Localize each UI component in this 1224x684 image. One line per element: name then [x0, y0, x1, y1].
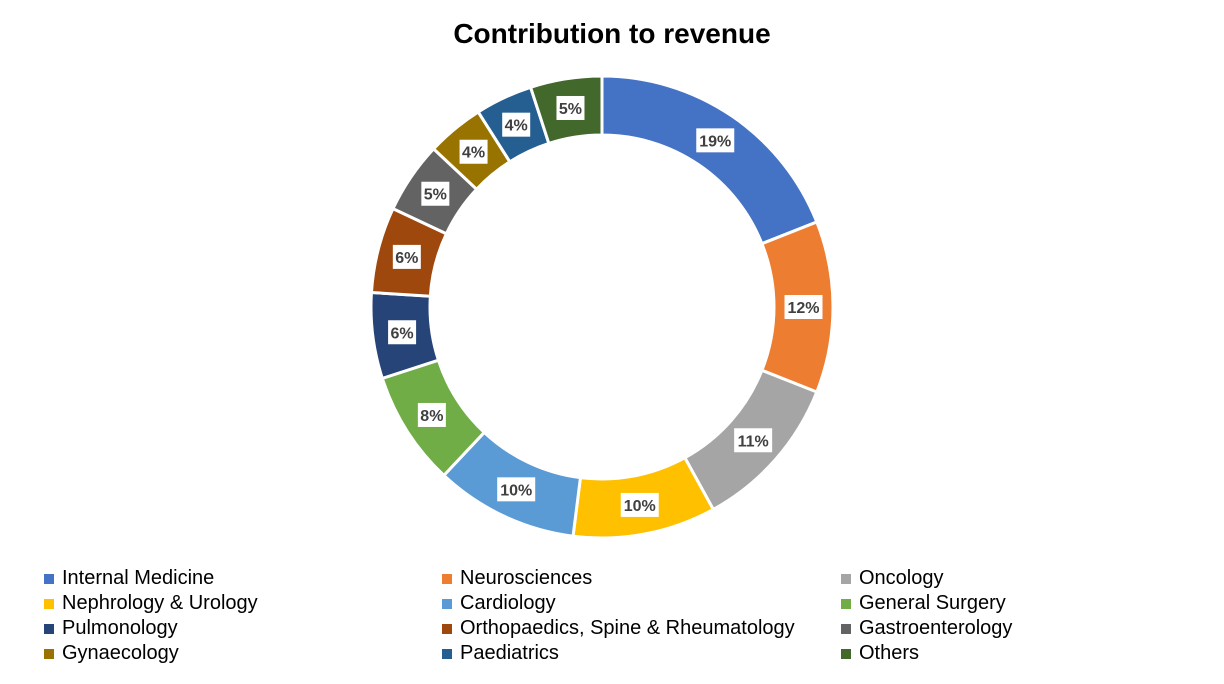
data-label-box: [696, 128, 735, 153]
data-label-box: [556, 95, 585, 120]
data-label: 10%: [624, 498, 656, 515]
legend-swatch: [44, 573, 54, 584]
data-label-box: [417, 402, 446, 427]
legend-item: General Surgery: [841, 591, 1006, 616]
data-label-box: [421, 181, 450, 206]
legend-label: Oncology: [859, 567, 944, 589]
donut-slice: [600, 74, 819, 246]
legend-item: Paediatrics: [442, 641, 559, 666]
data-label: 5%: [559, 101, 582, 118]
legend-label: Neurosciences: [460, 567, 593, 589]
legend-swatch: [841, 573, 851, 584]
chart-title: Contribution to revenue: [453, 18, 771, 49]
data-label-box: [497, 477, 536, 502]
legend-item: Gastroenterology: [841, 616, 1012, 641]
data-label: 11%: [738, 433, 769, 450]
data-label: 12%: [787, 300, 819, 317]
legend-label: Orthopaedics, Spine & Rheumatology: [460, 617, 795, 639]
data-label-box: [459, 139, 488, 164]
data-label-box: [388, 320, 417, 345]
data-label-box: [620, 492, 659, 517]
data-label: 4%: [462, 145, 485, 162]
data-label: 6%: [395, 250, 418, 267]
legend-swatch: [841, 623, 851, 634]
legend-label: Gynaecology: [62, 642, 179, 664]
data-label-box: [392, 244, 421, 269]
legend-label: Pulmonology: [62, 617, 178, 639]
legend-label: Internal Medicine: [62, 567, 215, 589]
legend-item: Oncology: [841, 566, 944, 591]
legend-label: Others: [859, 642, 920, 664]
legend-label: Paediatrics: [460, 642, 559, 664]
legend-item: Gynaecology: [44, 641, 179, 666]
donut-chart: 19% 12% 11% 10% 10% 8% 6% 6% 5% 4% 4% 5%: [369, 74, 835, 540]
legend-label: Nephrology & Urology: [62, 592, 258, 614]
legend-swatch: [442, 598, 452, 609]
legend-item: Others: [841, 641, 919, 666]
legend-swatch: [841, 598, 851, 609]
data-label-box: [784, 295, 823, 319]
legend-item: Orthopaedics, Spine & Rheumatology: [442, 616, 795, 641]
data-label: 6%: [391, 325, 414, 342]
legend-item: Cardiology: [442, 591, 556, 616]
legend-item: Nephrology & Urology: [44, 591, 258, 616]
legend-label: General Surgery: [859, 592, 1006, 614]
legend-swatch: [442, 648, 452, 659]
legend-swatch: [44, 623, 54, 634]
legend-swatch: [442, 623, 452, 634]
data-label-box: [734, 428, 773, 453]
data-label-box: [502, 112, 531, 137]
legend-item: Internal Medicine: [44, 566, 214, 591]
legend-label: Cardiology: [460, 592, 556, 614]
data-label: 19%: [699, 133, 731, 150]
data-label: 10%: [500, 482, 532, 499]
legend-item: Pulmonology: [44, 616, 178, 641]
data-label: 4%: [505, 118, 528, 135]
legend-swatch: [44, 648, 54, 659]
legend-label: Gastroenterology: [859, 617, 1013, 639]
legend-swatch: [841, 648, 851, 659]
legend-swatch: [442, 573, 452, 584]
data-label: 5%: [424, 187, 447, 204]
legend-item: Neurosciences: [442, 566, 592, 591]
data-label: 8%: [420, 408, 443, 425]
legend-swatch: [44, 598, 54, 609]
